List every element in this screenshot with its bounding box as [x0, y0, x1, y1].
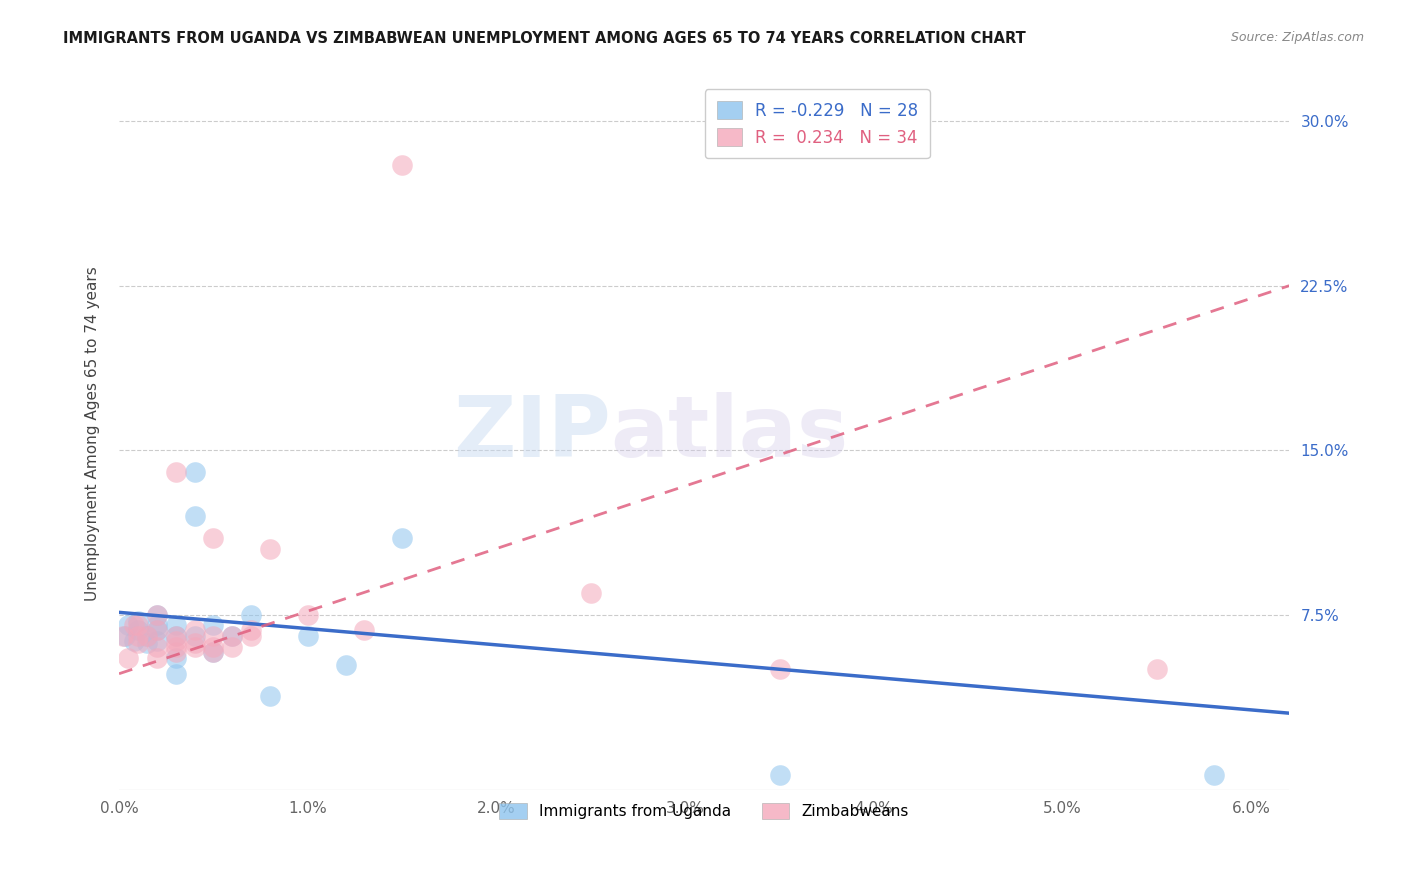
Point: [183, 640, 205, 655]
Point: [768, 767, 790, 781]
Point: [240, 630, 263, 644]
Point: [1146, 662, 1168, 676]
Point: [127, 614, 149, 628]
Point: [111, 630, 134, 644]
Point: [165, 465, 187, 479]
Point: [202, 630, 225, 644]
Point: [136, 630, 159, 644]
Point: [221, 640, 243, 655]
Point: [259, 541, 281, 556]
Point: [259, 689, 281, 703]
Point: [136, 630, 159, 644]
Point: [221, 630, 243, 644]
Point: [165, 666, 187, 681]
Point: [353, 623, 375, 637]
Point: [202, 531, 225, 545]
Text: ZIP: ZIP: [453, 392, 610, 475]
Point: [117, 651, 139, 665]
Point: [165, 651, 187, 665]
Point: [165, 630, 187, 644]
Point: [146, 607, 169, 622]
Point: [221, 630, 243, 644]
Point: [202, 645, 225, 659]
Point: [297, 630, 319, 644]
Point: [1202, 767, 1225, 781]
Point: [146, 633, 169, 648]
Point: [136, 636, 159, 650]
Point: [165, 630, 187, 644]
Point: [146, 651, 169, 665]
Point: [165, 633, 187, 648]
Point: [114, 630, 136, 644]
Point: [146, 607, 169, 622]
Point: [183, 465, 205, 479]
Point: [768, 662, 790, 676]
Text: atlas: atlas: [610, 392, 849, 475]
Point: [240, 607, 263, 622]
Point: [127, 623, 149, 637]
Point: [297, 607, 319, 622]
Point: [165, 640, 187, 655]
Point: [579, 585, 602, 599]
Point: [146, 640, 169, 655]
Point: [183, 623, 205, 637]
Point: [165, 618, 187, 632]
Point: [146, 618, 169, 632]
Point: [146, 623, 169, 637]
Point: [391, 531, 413, 545]
Point: [391, 158, 413, 172]
Point: [202, 645, 225, 659]
Point: [127, 618, 149, 632]
Point: [127, 636, 149, 650]
Point: [335, 657, 357, 672]
Y-axis label: Unemployment Among Ages 65 to 74 years: Unemployment Among Ages 65 to 74 years: [86, 267, 100, 601]
Point: [165, 645, 187, 659]
Point: [202, 640, 225, 655]
Point: [117, 618, 139, 632]
Point: [146, 623, 169, 637]
Point: [183, 630, 205, 644]
Point: [122, 618, 145, 632]
Text: Source: ZipAtlas.com: Source: ZipAtlas.com: [1230, 31, 1364, 45]
Point: [127, 630, 149, 644]
Point: [183, 636, 205, 650]
Legend: Immigrants from Uganda, Zimbabweans: Immigrants from Uganda, Zimbabweans: [494, 797, 915, 825]
Point: [122, 633, 145, 648]
Text: IMMIGRANTS FROM UGANDA VS ZIMBABWEAN UNEMPLOYMENT AMONG AGES 65 TO 74 YEARS CORR: IMMIGRANTS FROM UGANDA VS ZIMBABWEAN UNE…: [63, 31, 1026, 46]
Point: [202, 618, 225, 632]
Point: [240, 623, 263, 637]
Point: [183, 508, 205, 523]
